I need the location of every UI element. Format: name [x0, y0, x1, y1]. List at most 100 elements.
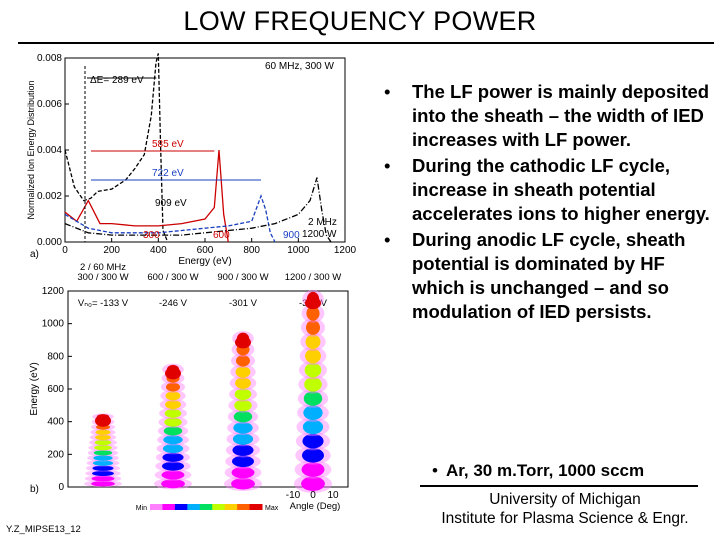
ied-band: [165, 391, 181, 401]
ied-band: [161, 461, 185, 471]
bullet-text: The LF power is mainly deposited into th…: [412, 81, 710, 150]
ied-band: [305, 348, 321, 364]
ied-band: [93, 455, 113, 461]
column-header: 300 / 300 W: [77, 272, 128, 283]
panel-label: b): [30, 484, 39, 495]
ied-band: [164, 417, 182, 427]
column-header: 1200 / 300 W: [285, 272, 342, 283]
ied-band: [165, 382, 181, 392]
ied-band: [233, 410, 253, 423]
ied-band: [304, 362, 322, 378]
marker-300: 300: [143, 230, 160, 241]
ied-band: [94, 439, 112, 446]
x-tick-label: 800: [243, 245, 260, 256]
ied-band: [233, 422, 253, 434]
annotation-585: 585 eV: [152, 139, 184, 150]
ied-band: [234, 399, 252, 412]
ied-band: [302, 419, 324, 435]
series-line: [64, 177, 332, 243]
title-divider: [18, 42, 714, 44]
ied-band: [91, 470, 115, 477]
column-header: 900 / 300 W: [217, 272, 268, 283]
vdc-label: -301 V: [229, 298, 258, 309]
institute-name: Institute for Plasma Science & Engr.: [441, 510, 689, 527]
ied-peak: [305, 297, 321, 310]
ied-band: [161, 479, 185, 489]
plot-b-heatmap: 0 200 400 600 800 1000 1200 Energy (eV) b) 2 / 60…: [29, 262, 349, 512]
y-tick-label: 0.004: [37, 145, 62, 156]
x-axis-label: Angle (Deg): [290, 501, 341, 512]
x-tick-label: 0: [62, 245, 68, 256]
x-tick-label: 200: [103, 245, 120, 256]
ied-band: [301, 476, 325, 491]
y-axis-label: Energy (eV): [29, 362, 40, 415]
colorbar-segment: [237, 504, 251, 510]
bullet-text: During anodic LF cycle, sheath potential…: [412, 229, 686, 322]
ied-band: [231, 478, 255, 490]
x-tick-label: 600: [197, 245, 214, 256]
affiliation: University of Michigan Institute for Pla…: [420, 490, 710, 528]
bullet-item: • During anodic LF cycle, sheath potentia…: [356, 228, 716, 324]
ied-band: [95, 429, 111, 435]
ied-band: [163, 435, 183, 445]
x-axis-label: Energy (eV): [178, 256, 231, 267]
ied-band: [235, 377, 251, 389]
colorbar-segment: [212, 504, 226, 510]
annotation-frequency: 60 MHz, 300 W: [265, 61, 334, 72]
ied-band: [164, 408, 182, 418]
colorbar-segment: [249, 504, 263, 510]
ied-band: [303, 391, 323, 406]
ied-band: [232, 433, 254, 445]
bullet-dot-icon: •: [432, 461, 438, 480]
ied-band: [162, 452, 184, 462]
annotation-delta-e: ΔE= 289 eV: [90, 75, 144, 86]
ied-band: [161, 470, 185, 480]
ied-band: [231, 466, 255, 479]
colorbar-min-label: Min: [136, 505, 147, 512]
x-tick-label: 400: [150, 245, 167, 256]
y-tick-label: 0.000: [37, 237, 62, 248]
ied-band: [95, 434, 111, 441]
x-tick-label: 1200: [334, 245, 357, 256]
y-tick-label: 0: [58, 482, 64, 493]
x-tick-label: 1000: [287, 245, 310, 256]
colorbar-segment: [224, 504, 238, 510]
ied-peak: [235, 336, 251, 349]
colorbar-segment: [150, 504, 163, 510]
ied-peak: [165, 367, 181, 380]
annotation-722: 722 eV: [152, 168, 184, 179]
ied-band: [302, 433, 324, 449]
plot-a-line-chart: 0.000 0.002 0.004 0.006 0.008 0 200 400 600 800 10…: [26, 53, 357, 267]
x-tick-label: 10: [327, 490, 339, 501]
ied-band: [234, 388, 252, 400]
bullet-item: • During the cathodic LF cycle, increase …: [356, 154, 716, 226]
bullet-dot-icon: •: [384, 155, 391, 176]
ied-band: [301, 462, 325, 477]
y-tick-label: 200: [47, 449, 64, 460]
ied-band: [231, 455, 255, 468]
vdc-label: -246 V: [159, 298, 188, 309]
ied-band: [232, 444, 254, 456]
y-tick-label: 1000: [42, 319, 65, 330]
ied-band: [305, 320, 321, 335]
y-axis-label: Normalized Ion Energy Distribution: [26, 80, 36, 219]
ied-band: [305, 334, 321, 350]
series-line: [64, 149, 229, 243]
conditions-note: • Ar, 30 m.Torr, 1000 sccm: [432, 461, 644, 481]
ied-band: [91, 481, 115, 487]
y-tick-label: 1200: [42, 286, 65, 297]
colorbar-segment: [162, 504, 176, 510]
ied-band: [162, 444, 184, 454]
conditions-text: Ar, 30 m.Torr, 1000 sccm: [445, 461, 645, 480]
colorbar-segment: [187, 504, 201, 510]
affiliation-divider: [420, 485, 698, 487]
series-line: [64, 194, 276, 243]
annotation-909: 909 eV: [155, 198, 187, 209]
annotation-2mhz: 2 MHz: [308, 217, 337, 228]
y-tick-label: 400: [47, 417, 64, 428]
annotation-1200w: 1200 W: [302, 229, 337, 240]
x-tick-label: -10: [286, 490, 301, 501]
ied-band: [303, 405, 323, 420]
vdc-label: Vₙ₀= -133 V: [78, 298, 129, 309]
ied-band: [93, 450, 113, 456]
